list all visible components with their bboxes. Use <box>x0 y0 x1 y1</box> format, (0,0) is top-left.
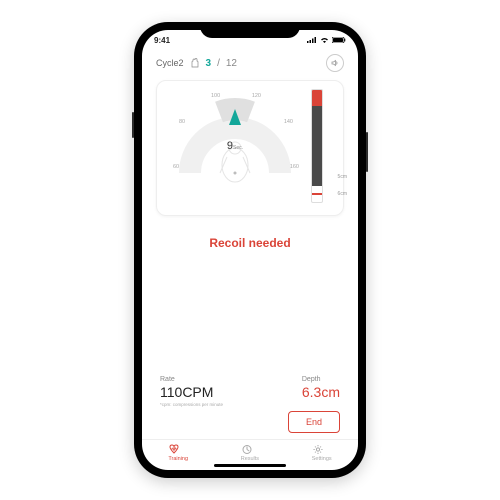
tab-settings[interactable]: Settings <box>312 444 332 462</box>
phone-notch <box>200 22 300 38</box>
results-icon <box>241 444 259 455</box>
speaker-button[interactable] <box>326 54 344 72</box>
rate-label: Rate <box>160 376 223 383</box>
rate-gauge: 60 80 100 120 140 160 9Sec. <box>165 89 305 207</box>
tab-training[interactable]: Training <box>168 444 188 462</box>
tab-settings-label: Settings <box>312 456 332 462</box>
status-time: 9:41 <box>154 36 170 45</box>
tab-results[interactable]: Results <box>241 444 259 462</box>
screen: 9:41 Cycle2 3 / 12 <box>142 30 358 470</box>
battery-icon <box>332 37 346 43</box>
speaker-icon <box>331 59 339 67</box>
timer: 9Sec. <box>227 140 243 152</box>
cycle-label: Cycle2 <box>156 58 184 68</box>
tick-60: 60 <box>173 164 179 170</box>
content: Cycle2 3 / 12 <box>142 52 358 470</box>
depth-tick-5: 5cm <box>338 174 347 180</box>
tick-160: 160 <box>290 164 299 170</box>
progress-sep: / <box>217 58 220 69</box>
tick-80: 80 <box>179 119 185 125</box>
training-icon <box>168 444 188 455</box>
stats-row: Rate 110CPM *cpm: compressions per minut… <box>142 376 358 407</box>
signal-icon <box>307 37 317 43</box>
timer-unit: Sec. <box>233 145 243 151</box>
home-indicator[interactable] <box>214 464 286 467</box>
rate-stat: Rate 110CPM *cpm: compressions per minut… <box>160 376 223 407</box>
tab-training-label: Training <box>168 456 188 462</box>
status-icons <box>307 37 346 43</box>
depth-label: Depth <box>302 376 340 383</box>
tab-results-label: Results <box>241 456 259 462</box>
header: Cycle2 3 / 12 <box>142 52 358 76</box>
depth-bar <box>311 89 323 203</box>
rate-footnote: *cpm: compressions per minute <box>160 402 223 407</box>
depth-red-zone <box>312 90 322 106</box>
wifi-icon <box>320 37 329 43</box>
feedback-card: 60 80 100 120 140 160 9Sec. <box>156 80 344 216</box>
tick-120: 120 <box>252 93 261 99</box>
depth-marker <box>311 193 323 195</box>
hands-icon <box>190 58 200 68</box>
progress-current: 3 <box>206 58 212 69</box>
depth-value: 6.3cm <box>302 384 340 400</box>
settings-icon <box>312 444 332 455</box>
tick-100: 100 <box>211 93 220 99</box>
end-button[interactable]: End <box>288 411 340 433</box>
rate-value: 110CPM <box>160 384 223 400</box>
status-message: Recoil needed <box>142 236 358 250</box>
depth-bar-wrap: 5cm 6cm <box>305 89 329 207</box>
phone-frame: 9:41 Cycle2 3 / 12 <box>134 22 366 478</box>
depth-fill <box>312 106 322 186</box>
progress-total: 12 <box>226 58 237 69</box>
tick-140: 140 <box>284 119 293 125</box>
depth-stat: Depth 6.3cm <box>302 376 340 400</box>
depth-tick-6: 6cm <box>338 191 347 197</box>
